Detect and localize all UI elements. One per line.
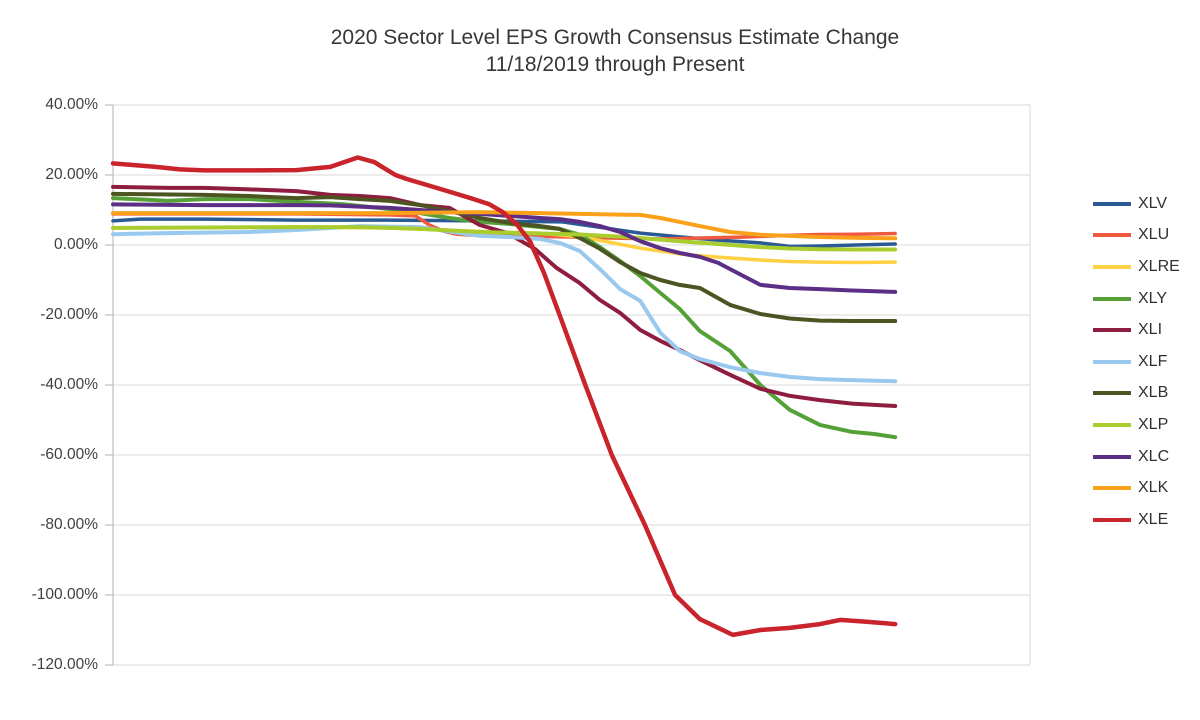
legend-item-xlp: XLP: [1093, 409, 1180, 441]
y-axis-label: 0.00%: [54, 236, 98, 253]
series-line-xli: [111, 184, 898, 408]
legend-label: XLK: [1138, 479, 1169, 497]
legend-swatch: [1093, 359, 1131, 364]
y-axis-label: -40.00%: [40, 376, 98, 393]
legend-item-xle: XLE: [1093, 504, 1180, 536]
y-axis-label: -20.00%: [40, 306, 98, 323]
legend-label: XLRE: [1138, 257, 1180, 275]
chart-title-line1: 2020 Sector Level EPS Growth Consensus E…: [330, 26, 900, 49]
legend-swatch: [1093, 296, 1131, 301]
legend-label: XLU: [1138, 226, 1170, 244]
legend-label: XLV: [1138, 194, 1168, 212]
legend-swatch: [1093, 517, 1131, 522]
y-axis-label: -120.00%: [31, 656, 98, 673]
legend-item-xlk: XLK: [1093, 472, 1180, 504]
legend-item-xlre: XLRE: [1093, 251, 1180, 283]
legend-item-xli: XLI: [1093, 314, 1180, 346]
y-axis-label: 40.00%: [45, 96, 98, 113]
legend-label: XLP: [1138, 415, 1169, 433]
legend-label: XLB: [1138, 384, 1169, 402]
series-line-xlc: [111, 202, 898, 294]
y-axis-label: -100.00%: [31, 586, 98, 603]
legend-item-xlu: XLU: [1093, 220, 1180, 252]
legend-swatch: [1093, 391, 1131, 396]
y-axis-label: 20.00%: [45, 166, 98, 183]
series-line-xlk: [111, 210, 898, 241]
y-axis-label: -60.00%: [40, 446, 98, 463]
series-line-xlp: [111, 225, 898, 252]
legend-swatch: [1093, 454, 1131, 459]
legend-label: XLC: [1138, 447, 1170, 465]
legend-label: XLE: [1138, 510, 1169, 528]
legend-label: XLI: [1138, 321, 1163, 339]
legend-swatch: [1093, 486, 1131, 491]
legend-item-xlf: XLF: [1093, 346, 1180, 378]
y-axis-label: -80.00%: [40, 516, 98, 533]
legend-item-xly: XLY: [1093, 283, 1180, 315]
legend-label: XLF: [1138, 352, 1168, 370]
legend-swatch: [1093, 201, 1131, 206]
legend-swatch: [1093, 233, 1131, 238]
legend-label: XLY: [1138, 289, 1168, 307]
legend: XLV XLU XLRE XLY XLI XLF XLB XLP XLC XLK XLE: [1093, 188, 1180, 536]
chart-title: 2020 Sector Level EPS Growth Consensus E…: [113, 24, 1117, 78]
series-line-xle: [110, 155, 898, 638]
legend-item-xlc: XLC: [1093, 441, 1180, 473]
y-axis-labels: 40.00% 20.00% 0.00% -20.00% -40.00% -60.00% -8…: [0, 0, 98, 720]
chart-title-line2: 11/18/2019 through Present: [485, 53, 745, 76]
legend-swatch: [1093, 264, 1131, 269]
legend-item-xlv: XLV: [1093, 188, 1180, 220]
legend-item-xlb: XLB: [1093, 378, 1180, 410]
legend-swatch: [1093, 422, 1131, 427]
legend-swatch: [1093, 328, 1131, 333]
